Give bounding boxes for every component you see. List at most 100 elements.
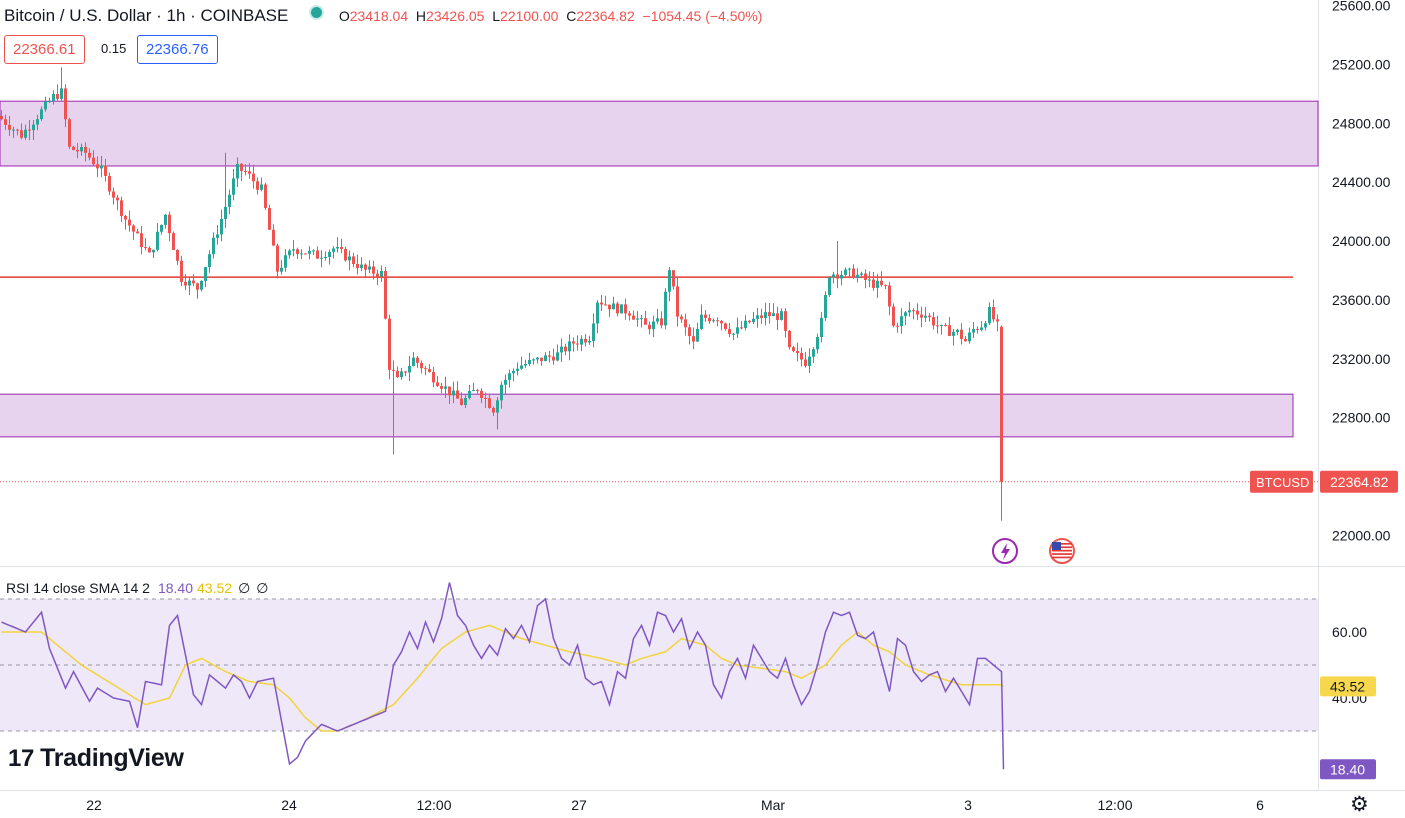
candle[interactable] [500,384,503,401]
lightning-event-icon[interactable] [992,538,1018,564]
candle[interactable] [528,359,531,365]
candle[interactable] [544,355,547,362]
candle[interactable] [512,370,515,374]
candle[interactable] [624,304,627,314]
candle[interactable] [456,390,459,399]
candle[interactable] [920,314,923,318]
candle[interactable] [712,320,715,322]
candle[interactable] [232,178,235,195]
candle[interactable] [272,229,275,246]
candle[interactable] [12,129,15,131]
candle[interactable] [48,101,51,103]
candle[interactable] [760,315,763,319]
candle[interactable] [856,274,859,278]
candle[interactable] [860,273,863,275]
candle[interactable] [788,330,791,348]
candle[interactable] [724,323,727,330]
candle[interactable] [180,260,183,282]
candle[interactable] [104,165,107,176]
buy-price-button[interactable]: 22366.76 [137,35,218,64]
candle[interactable] [992,306,995,320]
candle[interactable] [160,224,163,232]
candle[interactable] [616,303,619,314]
candle[interactable] [672,270,675,287]
candle[interactable] [312,250,315,252]
us-flag-event-icon[interactable] [1049,538,1075,564]
candle[interactable] [332,248,335,252]
candle[interactable] [492,407,495,413]
candle[interactable] [240,163,243,172]
candle[interactable] [504,379,507,385]
candle[interactable] [972,328,975,333]
candle[interactable] [460,398,463,405]
candle[interactable] [184,281,187,286]
candle[interactable] [836,274,839,279]
candle[interactable] [940,324,943,327]
candle[interactable] [804,359,807,366]
candle[interactable] [800,353,803,360]
candle[interactable] [648,324,651,330]
candle[interactable] [340,247,343,249]
candle[interactable] [0,115,3,120]
candle[interactable] [36,119,39,125]
candle[interactable] [808,356,811,366]
candle[interactable] [924,315,927,318]
candle[interactable] [764,312,767,319]
candle[interactable] [360,264,363,269]
candle[interactable] [356,263,359,269]
candle[interactable] [440,386,443,389]
candle[interactable] [420,362,423,369]
candle[interactable] [900,316,903,327]
candle[interactable] [268,207,271,230]
candle[interactable] [1000,326,1003,482]
candle[interactable] [952,331,955,336]
candle[interactable] [468,391,471,398]
candle[interactable] [976,328,979,330]
candle[interactable] [304,253,307,255]
candle[interactable] [636,318,639,320]
candle[interactable] [372,266,375,274]
candle[interactable] [88,152,91,158]
candle[interactable] [728,329,731,334]
candle[interactable] [64,88,67,120]
candle[interactable] [228,194,231,207]
symbol-title[interactable]: Bitcoin / U.S. Dollar · 1h · COINBASE [4,6,289,25]
candle[interactable] [772,313,775,317]
candle[interactable] [280,267,283,272]
candle[interactable] [224,206,227,219]
candle[interactable] [568,341,571,352]
candle[interactable] [756,315,759,319]
candle[interactable] [784,311,787,331]
candle[interactable] [380,270,383,277]
candle[interactable] [640,318,643,320]
candle[interactable] [960,329,963,339]
candle[interactable] [944,324,947,326]
sell-price-button[interactable]: 22366.61 [4,35,85,64]
candle[interactable] [912,310,915,312]
candle[interactable] [988,306,991,324]
candle[interactable] [424,368,427,370]
candle[interactable] [336,247,339,249]
candle[interactable] [592,323,595,341]
candle[interactable] [928,315,931,318]
candle[interactable] [436,382,439,387]
rsi-line[interactable] [1,582,1005,770]
candle[interactable] [556,352,559,361]
candle[interactable] [872,279,875,288]
candle[interactable] [284,255,287,268]
candle[interactable] [868,279,871,281]
candle[interactable] [220,218,223,235]
candle[interactable] [604,304,607,306]
candle[interactable] [520,365,523,369]
candle[interactable] [580,338,583,345]
candle[interactable] [32,124,35,131]
demand-zone[interactable] [0,393,1294,438]
candle[interactable] [144,247,147,249]
candle[interactable] [732,333,735,335]
candle[interactable] [824,295,827,318]
candle[interactable] [840,274,843,279]
candle[interactable] [408,365,411,373]
candle[interactable] [264,184,267,208]
candle[interactable] [644,318,647,325]
candle[interactable] [736,327,739,334]
